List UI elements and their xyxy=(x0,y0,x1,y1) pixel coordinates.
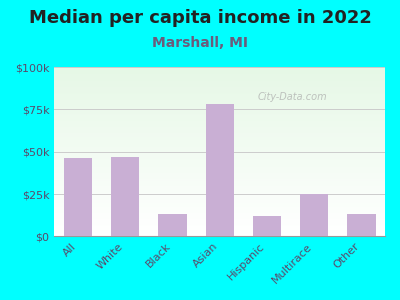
Text: City-Data.com: City-Data.com xyxy=(258,92,327,103)
Bar xyxy=(206,104,234,236)
Bar xyxy=(253,216,281,236)
Bar xyxy=(347,214,376,236)
Bar xyxy=(64,158,92,236)
Bar xyxy=(300,194,328,236)
Bar xyxy=(158,214,187,236)
Bar xyxy=(111,157,139,236)
Text: Median per capita income in 2022: Median per capita income in 2022 xyxy=(28,9,372,27)
Text: Marshall, MI: Marshall, MI xyxy=(152,36,248,50)
